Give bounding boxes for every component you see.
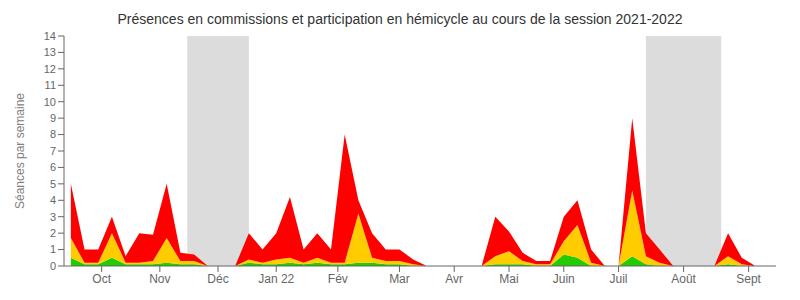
svg-text:3: 3 [50, 211, 56, 223]
svg-text:7: 7 [50, 145, 56, 157]
svg-text:Séances par semaine: Séances par semaine [13, 93, 27, 209]
svg-text:Sept: Sept [736, 272, 761, 286]
svg-text:Nov: Nov [149, 272, 170, 286]
svg-text:9: 9 [50, 112, 56, 124]
svg-text:Juin: Juin [553, 272, 575, 286]
html-text:Présences en commissions et pa: Présences en commissions et participatio… [117, 11, 683, 27]
svg-text:12: 12 [44, 63, 56, 75]
svg-text:Août: Août [671, 272, 696, 286]
svg-text:10: 10 [44, 96, 56, 108]
svg-text:5: 5 [50, 178, 56, 190]
svg-text:0: 0 [50, 260, 56, 272]
svg-text:2: 2 [50, 227, 56, 239]
svg-text:Mai: Mai [499, 272, 518, 286]
svg-text:8: 8 [50, 128, 56, 140]
svg-text:13: 13 [44, 46, 56, 58]
svg-text:Jan 22: Jan 22 [258, 272, 294, 286]
svg-text:Avr: Avr [445, 272, 463, 286]
svg-text:Oct: Oct [92, 272, 111, 286]
svg-text:11: 11 [45, 79, 56, 91]
svg-text:Déc: Déc [207, 272, 228, 286]
svg-text:Juil: Juil [610, 272, 628, 286]
svg-text:Mar: Mar [389, 272, 410, 286]
svg-text:6: 6 [50, 161, 56, 173]
svg-text:Fév: Fév [328, 272, 348, 286]
svg-text:14: 14 [44, 30, 56, 42]
svg-text:4: 4 [50, 194, 56, 206]
svg-text:1: 1 [50, 243, 56, 255]
